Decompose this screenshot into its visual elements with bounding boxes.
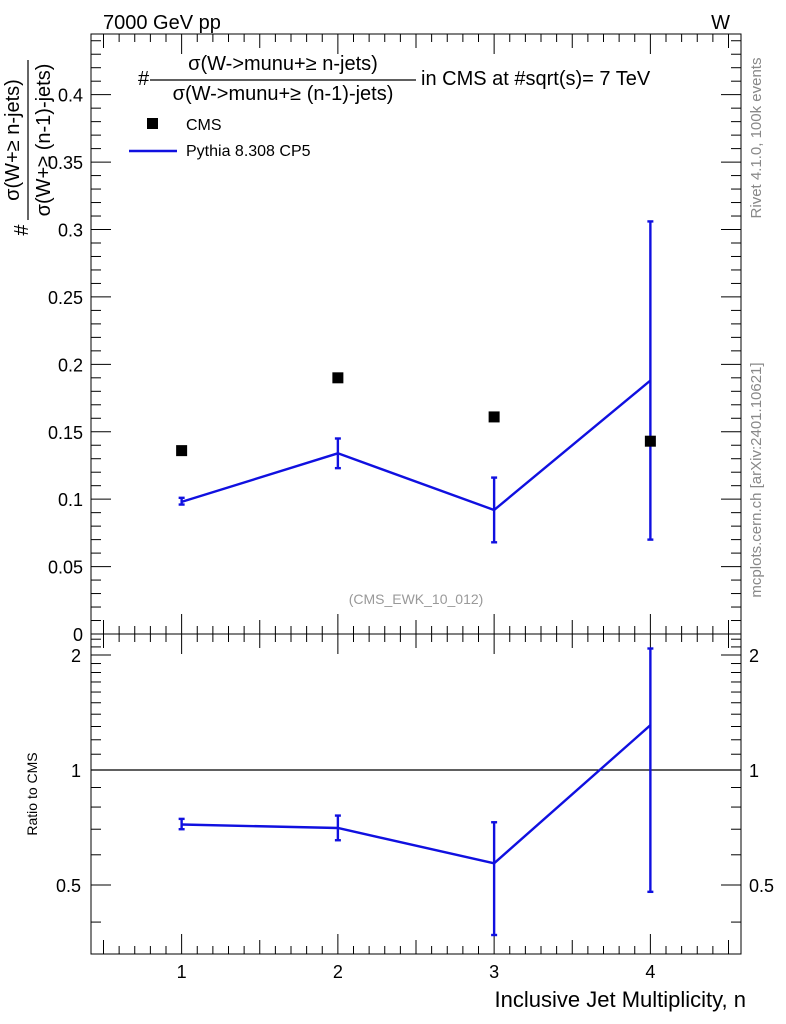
legend-cms-label: CMS — [186, 117, 222, 134]
x-tick-label: 2 — [333, 962, 343, 982]
ylabel-prefix: # — [11, 224, 33, 236]
title-denominator: σ(W->munu+≥ (n-1)-jets) — [173, 83, 394, 105]
pythia-main-line — [181, 379, 652, 512]
ratio-x-axis: 1 2 3 4 — [103, 634, 729, 982]
pythia-ratio-line — [181, 724, 652, 865]
cms-data-point — [176, 445, 188, 457]
ratio-y-tick-label-left: 0.5 — [56, 876, 81, 896]
ratio-plot-frame — [90, 633, 742, 955]
legend-pythia-label: Pythia 8.308 CP5 — [186, 143, 311, 160]
title-numerator: σ(W->munu+≥ n-jets) — [188, 53, 378, 75]
cms-data-point — [644, 435, 656, 447]
x-tick-label: 4 — [645, 962, 655, 982]
process-label: W — [711, 12, 730, 34]
legend: CMS Pythia 8.308 CP5 — [129, 117, 311, 160]
main-y-tick-label: 0.3 — [58, 221, 83, 241]
ratio-y-tick-label-right: 0.5 — [749, 876, 774, 896]
analysis-tag: (CMS_EWK_10_012) — [349, 591, 484, 607]
ylabel-denominator: σ(W+≥ (n-1)-jets) — [33, 64, 55, 217]
x-tick-label: 3 — [489, 962, 499, 982]
x-tick-label: 1 — [177, 962, 187, 982]
main-y-tick-label: 0 — [73, 625, 83, 645]
cms-data-point — [332, 372, 344, 384]
ratio-y-tick-label-left: 2 — [71, 646, 81, 666]
x-axis-label: Inclusive Jet Multiplicity, n — [495, 987, 746, 1012]
main-y-tick-label: 0.4 — [58, 86, 83, 106]
main-y-tick-label: 0.05 — [48, 558, 83, 578]
source-label: mcplots.cern.ch [arXiv:2401.10621] — [748, 362, 765, 597]
main-y-tick-label: 0.1 — [58, 490, 83, 510]
ylabel-numerator: σ(W+≥ n-jets) — [2, 79, 24, 201]
main-y-tick-label: 0.35 — [48, 153, 83, 173]
legend-cms-marker — [147, 118, 158, 129]
mc-series-ratio — [178, 647, 654, 937]
rivet-version-label: Rivet 4.1.0, 100k events — [748, 58, 765, 219]
ratio-y-axis-label: Ratio to CMS — [24, 752, 40, 835]
title-prefix: # — [138, 68, 150, 90]
main-y-axis: 0 0.05 0.1 0.15 0.2 0.25 0.3 0.35 0.4 — [48, 40, 741, 645]
ratio-y-tick-label-left: 1 — [71, 761, 81, 781]
main-y-axis-label: # σ(W+≥ n-jets) σ(W+≥ (n-1)-jets) — [2, 60, 55, 236]
main-y-tick-label: 0.15 — [48, 423, 83, 443]
cms-data-point — [488, 411, 500, 423]
ratio-y-tick-label-right: 1 — [749, 761, 759, 781]
title-suffix: in CMS at #sqrt(s)= 7 TeV — [421, 68, 651, 90]
energy-label: 7000 GeV pp — [103, 12, 221, 34]
ratio-y-axis: 0.5 0.5 1 1 2 2 — [56, 638, 774, 923]
main-x-axis-ticks — [103, 34, 729, 634]
main-y-tick-label: 0.25 — [48, 288, 83, 308]
cms-data-series — [176, 372, 656, 457]
plot-title: # σ(W->munu+≥ n-jets) σ(W->munu+≥ (n-1)-… — [138, 53, 651, 105]
mc-series-main — [178, 220, 654, 544]
main-y-tick-label: 0.2 — [58, 355, 83, 375]
ratio-y-tick-label-right: 2 — [749, 646, 759, 666]
